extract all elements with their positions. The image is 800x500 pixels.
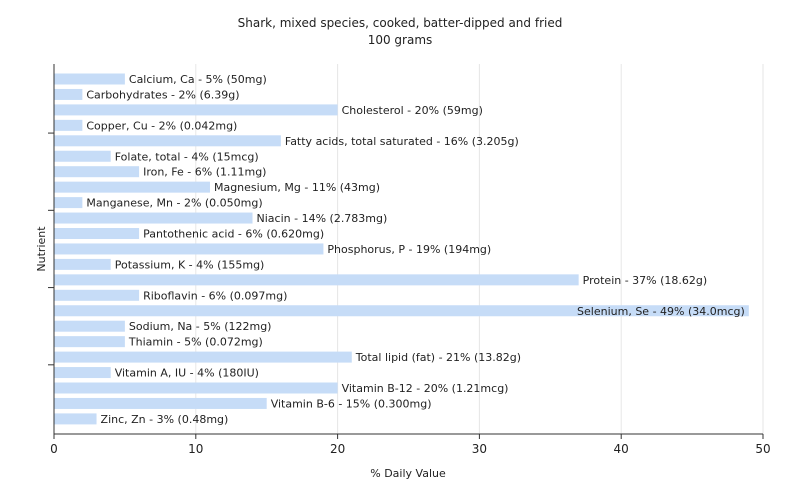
bar (54, 166, 140, 178)
bar (54, 119, 83, 131)
bar-label: Folate, total - 4% (15mcg) (115, 150, 259, 163)
y-axis-label: Nutrient (35, 226, 48, 272)
x-tick-label: 0 (50, 442, 58, 456)
grid-lines (195, 64, 764, 434)
x-tick-label: 50 (755, 442, 770, 456)
bar-label: Riboflavin - 6% (0.097mg) (143, 289, 287, 302)
bar-label: Zinc, Zn - 3% (0.48mg) (101, 413, 229, 426)
bar (54, 212, 253, 224)
x-tick-label: 40 (614, 442, 629, 456)
bar-label: Niacin - 14% (2.783mg) (257, 212, 388, 225)
bar-label: Cholesterol - 20% (59mg) (342, 104, 483, 117)
bar-label: Fatty acids, total saturated - 16% (3.20… (285, 135, 519, 148)
bars (54, 73, 749, 425)
axes: 0 10 20 30 40 50 (48, 64, 771, 456)
bar (54, 274, 579, 286)
bar (54, 336, 125, 348)
bar (54, 197, 83, 209)
bar (54, 228, 140, 239)
bar-label: Iron, Fe - 6% (1.11mg) (143, 166, 266, 179)
bar-label: Selenium, Se - 49% (34.0mcg) (577, 305, 745, 318)
bar-label: Calcium, Ca - 5% (50mg) (129, 73, 267, 86)
bar (54, 305, 749, 317)
bar (54, 135, 281, 147)
bar-label: Copper, Cu - 2% (0.042mg) (86, 119, 237, 132)
bar (54, 73, 125, 85)
x-tick-label: 10 (188, 442, 203, 456)
bar-label: Phosphorus, P - 19% (194mg) (327, 243, 491, 256)
bar-label: Sodium, Na - 5% (122mg) (129, 320, 272, 333)
bar-label: Potassium, K - 4% (155mg) (115, 258, 265, 271)
bar-label: Protein - 37% (18.62g) (583, 274, 708, 287)
bar (54, 88, 83, 100)
x-tick-label: 30 (472, 442, 487, 456)
bar (54, 413, 97, 425)
bar-label: Vitamin B-12 - 20% (1.21mcg) (342, 382, 509, 395)
bar (54, 150, 111, 162)
x-tick-label: 20 (330, 442, 345, 456)
bar-labels: Calcium, Ca - 5% (50mg) Carbohydrates - 2… (86, 73, 744, 426)
bar-label: Pantothenic acid - 6% (0.620mg) (143, 228, 324, 241)
bar (54, 258, 111, 270)
chart-title: Shark, mixed species, cooked, batter-dip… (238, 16, 563, 30)
bar (54, 367, 111, 379)
chart-subtitle: 100 grams (368, 33, 433, 47)
bar-label: Manganese, Mn - 2% (0.050mg) (86, 197, 262, 210)
bar (54, 181, 210, 193)
bar (54, 289, 140, 301)
bar-label: Total lipid (fat) - 21% (13.82g) (355, 351, 521, 364)
bar (54, 243, 324, 255)
bar (54, 320, 125, 332)
x-axis-label: % Daily Value (370, 467, 446, 480)
bar (54, 397, 267, 409)
bar-label: Thiamin - 5% (0.072mg) (128, 336, 263, 349)
bar-label: Magnesium, Mg - 11% (43mg) (214, 181, 380, 194)
bar-label: Vitamin A, IU - 4% (180IU) (115, 367, 259, 380)
bar (54, 104, 338, 116)
bar-label: Vitamin B-6 - 15% (0.300mg) (271, 397, 432, 410)
bar (54, 351, 352, 363)
bar-label: Carbohydrates - 2% (6.39g) (86, 88, 239, 101)
bar (54, 382, 338, 394)
